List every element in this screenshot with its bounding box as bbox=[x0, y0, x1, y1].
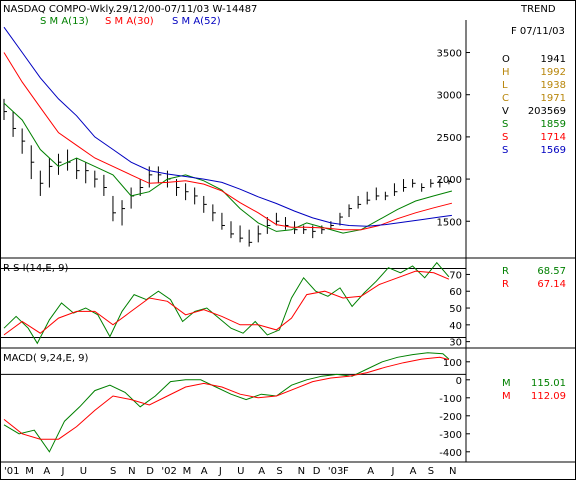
chart-title: NASDAQ COMPO-Wkly.29/12/00-07/11/03 W-14… bbox=[3, 4, 257, 15]
rsi-legend-label: R S I(14,E, 9) bbox=[3, 263, 68, 274]
x-tick-label: M bbox=[25, 466, 34, 477]
price-y-tick-label: 2500 bbox=[437, 133, 462, 144]
x-tick-label: J bbox=[390, 466, 394, 477]
x-tick-label: U bbox=[237, 466, 244, 477]
rsi-readout-key: R bbox=[502, 266, 509, 277]
price-legend-entry: S M A(30) bbox=[105, 16, 154, 27]
readout-value: 1941 bbox=[541, 54, 566, 65]
x-tick-label: A bbox=[410, 466, 417, 477]
price-legend-entry: S M A(52) bbox=[172, 16, 221, 27]
macd-legend-label: MACD( 9,24,E, 9) bbox=[3, 353, 89, 364]
macd-readout-key: M bbox=[502, 378, 511, 389]
macd-series-line-1 bbox=[3, 356, 450, 440]
x-tick-label: J bbox=[61, 466, 65, 477]
macd-readout-value: 112.09 bbox=[531, 391, 566, 402]
x-axis-labels: '01 M A J U S N D '02 M A J U A S N D '03 F A J A S N bbox=[4, 466, 456, 477]
readout-value: 203569 bbox=[528, 106, 566, 117]
macd-readout-key: M bbox=[502, 391, 511, 402]
rsi-y-tick-label: 30 bbox=[449, 338, 462, 349]
x-tick-label: S bbox=[428, 466, 434, 477]
x-tick-label: S bbox=[110, 466, 116, 477]
price-panel: 35003000250020001500 bbox=[3, 26, 470, 247]
macd-y-tick-label: -100 bbox=[439, 394, 462, 405]
readout-value: 1569 bbox=[541, 145, 566, 156]
readout-key: S bbox=[502, 145, 508, 156]
readout-key: O bbox=[502, 54, 510, 65]
value-readouts: O 1941 H 1992 L 1938 C 1971 V 203569 S 1859 S 1714 S 15… bbox=[502, 54, 566, 402]
rsi-y-tick-label: 50 bbox=[449, 304, 462, 315]
date-label: F 07/11/03 bbox=[511, 26, 565, 37]
x-tick-label: U bbox=[80, 466, 87, 477]
x-tick-label: M bbox=[183, 466, 192, 477]
readout-key: H bbox=[502, 67, 510, 78]
trend-label: TREND bbox=[520, 4, 556, 15]
panel-frames bbox=[0, 20, 576, 463]
rsi-panel: 70 60 50 40 30 R S I(14,E, 9) bbox=[0, 261, 470, 349]
rsi-readout-value: 68.57 bbox=[537, 266, 566, 277]
price-y-tick-label: 3000 bbox=[437, 91, 462, 102]
x-tick-label: A bbox=[258, 466, 265, 477]
macd-y-tick-label: -200 bbox=[439, 412, 462, 423]
macd-y-tick-label: -300 bbox=[439, 430, 462, 441]
price-series-line-0 bbox=[3, 102, 453, 234]
price-legend: S M A(13) S M A(30) S M A(52) bbox=[40, 16, 221, 27]
x-tick-label: J bbox=[218, 466, 222, 477]
x-tick-label: '01 bbox=[4, 466, 19, 477]
x-tick-label: A bbox=[367, 466, 374, 477]
x-tick-label: A bbox=[43, 466, 50, 477]
x-tick-label: F bbox=[343, 466, 349, 477]
price-y-tick-label: 1500 bbox=[437, 217, 462, 228]
price-y-tick-label: 3500 bbox=[437, 49, 462, 60]
x-tick-label: D bbox=[146, 466, 154, 477]
x-tick-label: '02 bbox=[161, 466, 176, 477]
readout-value: 1992 bbox=[541, 67, 566, 78]
x-tick-label: N bbox=[128, 466, 135, 477]
rsi-y-tick-label: 70 bbox=[449, 270, 462, 281]
readout-value: 1714 bbox=[541, 132, 566, 143]
readout-key: L bbox=[502, 80, 508, 91]
x-tick-label: N bbox=[298, 466, 305, 477]
readout-key: S bbox=[502, 119, 508, 130]
readout-value: 1859 bbox=[541, 119, 566, 130]
macd-panel: 100 0 -100 -200 -300 -400 MACD( 9,24,E, 9) bbox=[0, 352, 470, 459]
x-tick-label: N bbox=[449, 466, 456, 477]
rsi-series-line-1 bbox=[3, 270, 450, 336]
x-tick-label: '03 bbox=[328, 466, 343, 477]
x-tick-label: D bbox=[313, 466, 321, 477]
rsi-readout-key: R bbox=[502, 279, 509, 290]
readout-key: C bbox=[502, 93, 509, 104]
readout-value: 1938 bbox=[541, 80, 566, 91]
rsi-y-tick-label: 40 bbox=[449, 321, 462, 332]
macd-y-tick-label: 100 bbox=[443, 358, 462, 369]
readout-key: S bbox=[502, 132, 508, 143]
macd-readout-value: 115.01 bbox=[531, 378, 566, 389]
readout-value: 1971 bbox=[541, 93, 566, 104]
price-series-line-2 bbox=[3, 26, 452, 227]
macd-series-line-0 bbox=[3, 352, 450, 453]
macd-y-tick-label: 0 bbox=[456, 376, 462, 387]
price-legend-entry: S M A(13) bbox=[40, 16, 89, 27]
price-series-line-1 bbox=[3, 52, 453, 231]
x-tick-label: S bbox=[276, 466, 282, 477]
x-tick-label: A bbox=[201, 466, 208, 477]
readout-key: V bbox=[502, 106, 509, 117]
macd-y-tick-label: -400 bbox=[439, 448, 462, 459]
rsi-y-tick-label: 60 bbox=[449, 287, 462, 298]
rsi-readout-value: 67.14 bbox=[537, 279, 566, 290]
